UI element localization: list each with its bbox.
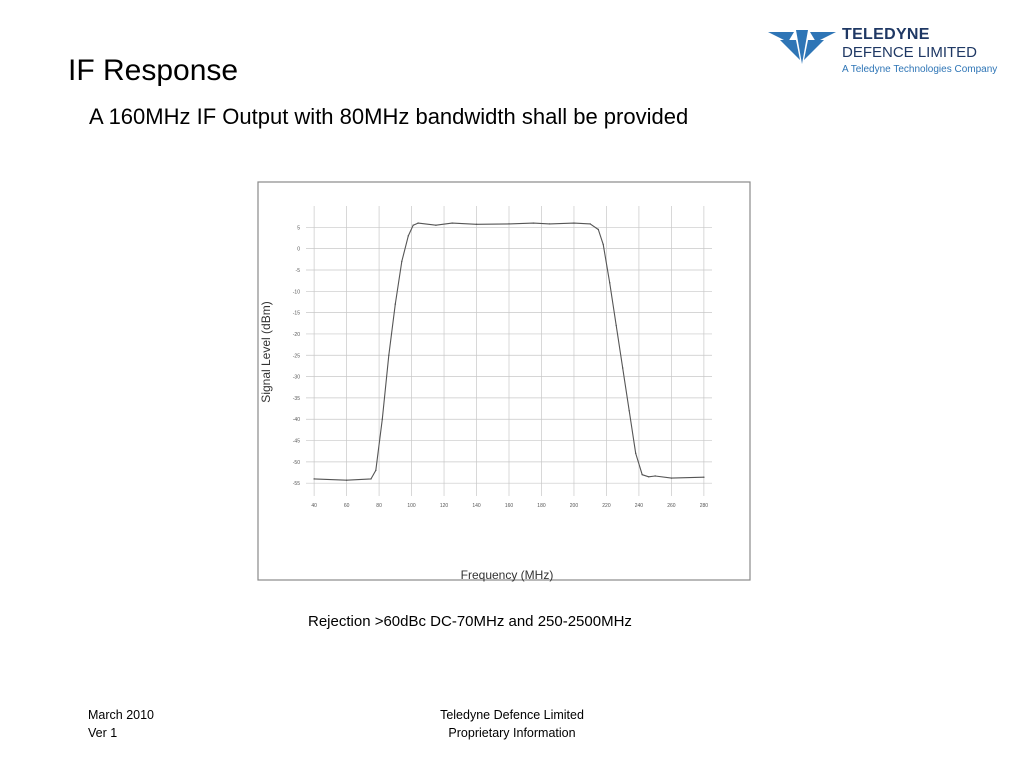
data-point (532, 222, 535, 224)
logo-division: DEFENCE LIMITED (842, 44, 978, 61)
data-point (401, 260, 403, 263)
y-tick-label: 5 (297, 225, 300, 231)
data-point (435, 224, 437, 226)
y-tick-label: -35 (293, 396, 300, 402)
y-tick-label: -30 (293, 375, 300, 381)
y-tick-label: -15 (293, 311, 300, 317)
data-point (703, 476, 705, 478)
data-point (602, 243, 604, 246)
footer-center: Teledyne Defence Limited Proprietary Inf… (412, 706, 612, 742)
chart-frame (257, 181, 751, 581)
data-point (345, 479, 348, 481)
y-tick-labels: 5 0 -5 -10 -15 -20 -25 -30 -35 -40 -45 -50 -55 (293, 225, 300, 487)
footer-left: March 2010 Ver 1 (88, 706, 154, 742)
subtitle: A 160MHz IF Output with 80MHz bandwidth … (89, 104, 689, 129)
data-point (597, 228, 600, 231)
logo-tagline: A Teledyne Technologies Company (842, 64, 998, 75)
logo-brand: TELEDYNE (842, 26, 930, 43)
data-point (475, 223, 478, 226)
x-tick-label: 120 (440, 503, 449, 509)
company-logo: TELEDYNE DEFENCE LIMITED A Teledyne Tech… (766, 24, 1006, 84)
y-tick-label: -20 (293, 332, 300, 338)
data-point (647, 476, 650, 478)
x-tick-label: 40 (311, 503, 317, 509)
y-tick-label: -5 (296, 268, 301, 274)
data-point (634, 452, 637, 455)
y-tick-label: -25 (293, 353, 300, 359)
if-response-chart: 5 0 -5 -10 -15 -20 -25 -30 -35 -40 -45 -50 -55 40 60 8… (257, 181, 751, 582)
data-point (388, 354, 390, 356)
footer-date: March 2010 (88, 708, 155, 722)
data-point (654, 475, 656, 477)
y-tick-label: -10 (293, 289, 300, 295)
y-tick-label: 0 (297, 247, 300, 253)
data-point (589, 223, 591, 225)
footer-version: Ver 1 (88, 726, 118, 740)
teledyne-triangle-icon (768, 30, 836, 64)
x-axis-label: Frequency (MHz) (461, 568, 554, 582)
x-tick-label: 200 (570, 503, 579, 509)
x-tick-label: 220 (602, 503, 611, 509)
data-point (381, 418, 384, 420)
data-point (670, 477, 673, 479)
x-tick-label: 280 (700, 503, 709, 509)
data-point (417, 222, 419, 224)
data-point (375, 469, 377, 472)
x-tick-label: 140 (472, 503, 481, 509)
footer-company: Teledyne Defence Limited (440, 708, 584, 722)
data-point (608, 282, 611, 284)
page-title: IF Response (68, 54, 239, 87)
y-tick-label: -55 (293, 481, 300, 487)
y-axis-label: Signal Level (dBm) (259, 301, 273, 402)
x-tick-labels: 40 60 80 100 120 140 160 180 200 220 240 260 280 (311, 503, 708, 509)
x-tick-label: 240 (635, 503, 644, 509)
x-tick-label: 160 (505, 503, 514, 509)
rejection-caption: Rejection >60dBc DC-70MHz and 250-2500MH… (308, 613, 632, 630)
x-tick-label: 180 (537, 503, 546, 509)
data-point (573, 222, 575, 224)
x-tick-label: 60 (344, 503, 350, 509)
data-point (628, 410, 630, 412)
data-point (370, 478, 372, 480)
x-tick-label: 80 (376, 503, 382, 509)
data-point (407, 235, 410, 237)
y-tick-label: -40 (293, 417, 300, 423)
data-point (615, 324, 617, 327)
data-point (394, 303, 397, 305)
data-point (641, 473, 643, 476)
y-tick-label: -45 (293, 439, 300, 445)
data-point (621, 367, 624, 369)
data-point (508, 223, 510, 225)
data-point (451, 222, 453, 224)
data-point (412, 224, 414, 226)
data-point (548, 223, 551, 225)
data-point (313, 478, 315, 480)
chart-grid (306, 206, 712, 496)
chart-series (313, 222, 705, 481)
y-tick-label: -50 (293, 460, 300, 466)
x-tick-label: 260 (667, 503, 676, 509)
footer-notice: Proprietary Information (448, 726, 576, 740)
x-tick-label: 100 (407, 503, 416, 509)
